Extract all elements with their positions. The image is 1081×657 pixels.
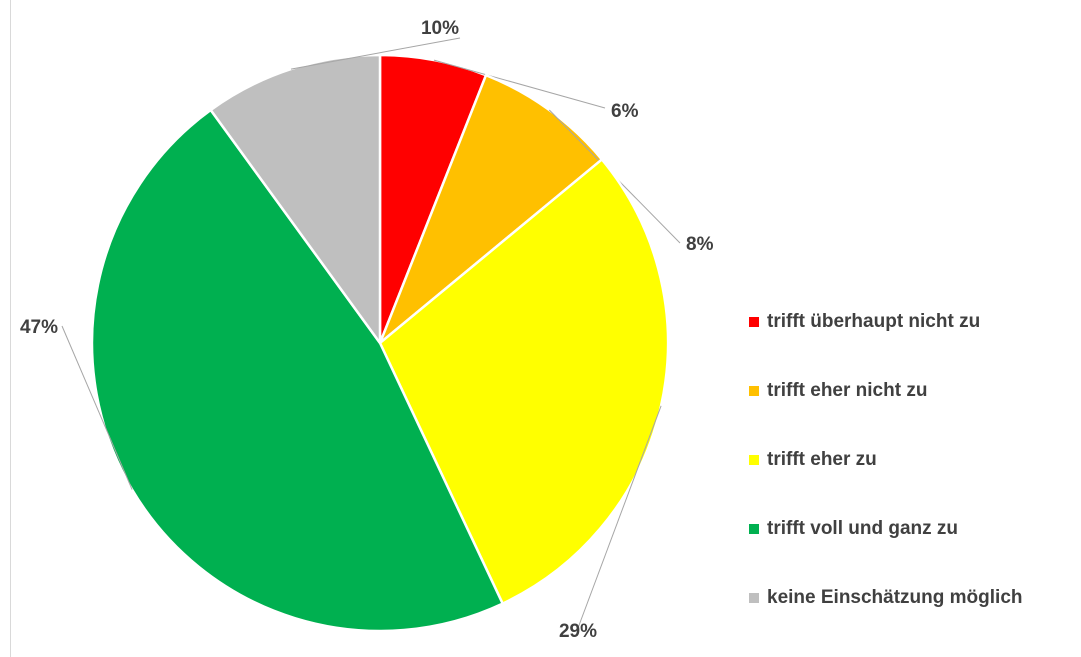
legend-label: keine Einschätzung möglich <box>767 586 1023 608</box>
legend-swatch <box>749 592 759 603</box>
leader-line-trifft-voll-und-ganz-zu <box>61 325 133 490</box>
data-label-trifft-voll-und-ganz-zu: 47% <box>20 317 58 338</box>
leader-line-trifft-eher-zu <box>577 405 662 629</box>
legend-swatch <box>749 523 759 534</box>
legend-item-trifft-voll-und-ganz-zu: trifft voll und ganz zu <box>749 494 1069 563</box>
data-label-trifft-eher-nicht-zu: 8% <box>686 234 714 255</box>
legend-swatch <box>749 454 759 465</box>
legend-label: trifft voll und ganz zu <box>767 517 959 539</box>
legend-item-trifft-ueberhaupt-nicht-zu: trifft überhaupt nicht zu <box>749 287 1069 356</box>
left-border-line <box>10 0 11 657</box>
legend-item-trifft-eher-nicht-zu: trifft eher nicht zu <box>749 356 1069 425</box>
legend-label: trifft eher zu <box>767 448 877 470</box>
leader-line-trifft-ueberhaupt-nicht-zu <box>433 59 606 109</box>
data-label-trifft-eher-zu: 29% <box>559 621 597 642</box>
legend-swatch <box>749 385 759 396</box>
legend-swatch <box>749 316 759 327</box>
data-label-keine-einschaetzung-moeglich: 10% <box>421 18 459 39</box>
legend-label: trifft eher nicht zu <box>767 379 928 401</box>
legend: trifft überhaupt nicht zu trifft eher nic… <box>749 287 1069 632</box>
legend-item-keine-einschaetzung-moeglich: keine Einschätzung möglich <box>749 563 1069 632</box>
legend-item-trifft-eher-zu: trifft eher zu <box>749 425 1069 494</box>
legend-label: trifft überhaupt nicht zu <box>767 310 981 332</box>
leader-line-keine-einschaetzung-moeglich <box>290 37 461 70</box>
data-label-trifft-ueberhaupt-nicht-zu: 6% <box>611 101 639 122</box>
